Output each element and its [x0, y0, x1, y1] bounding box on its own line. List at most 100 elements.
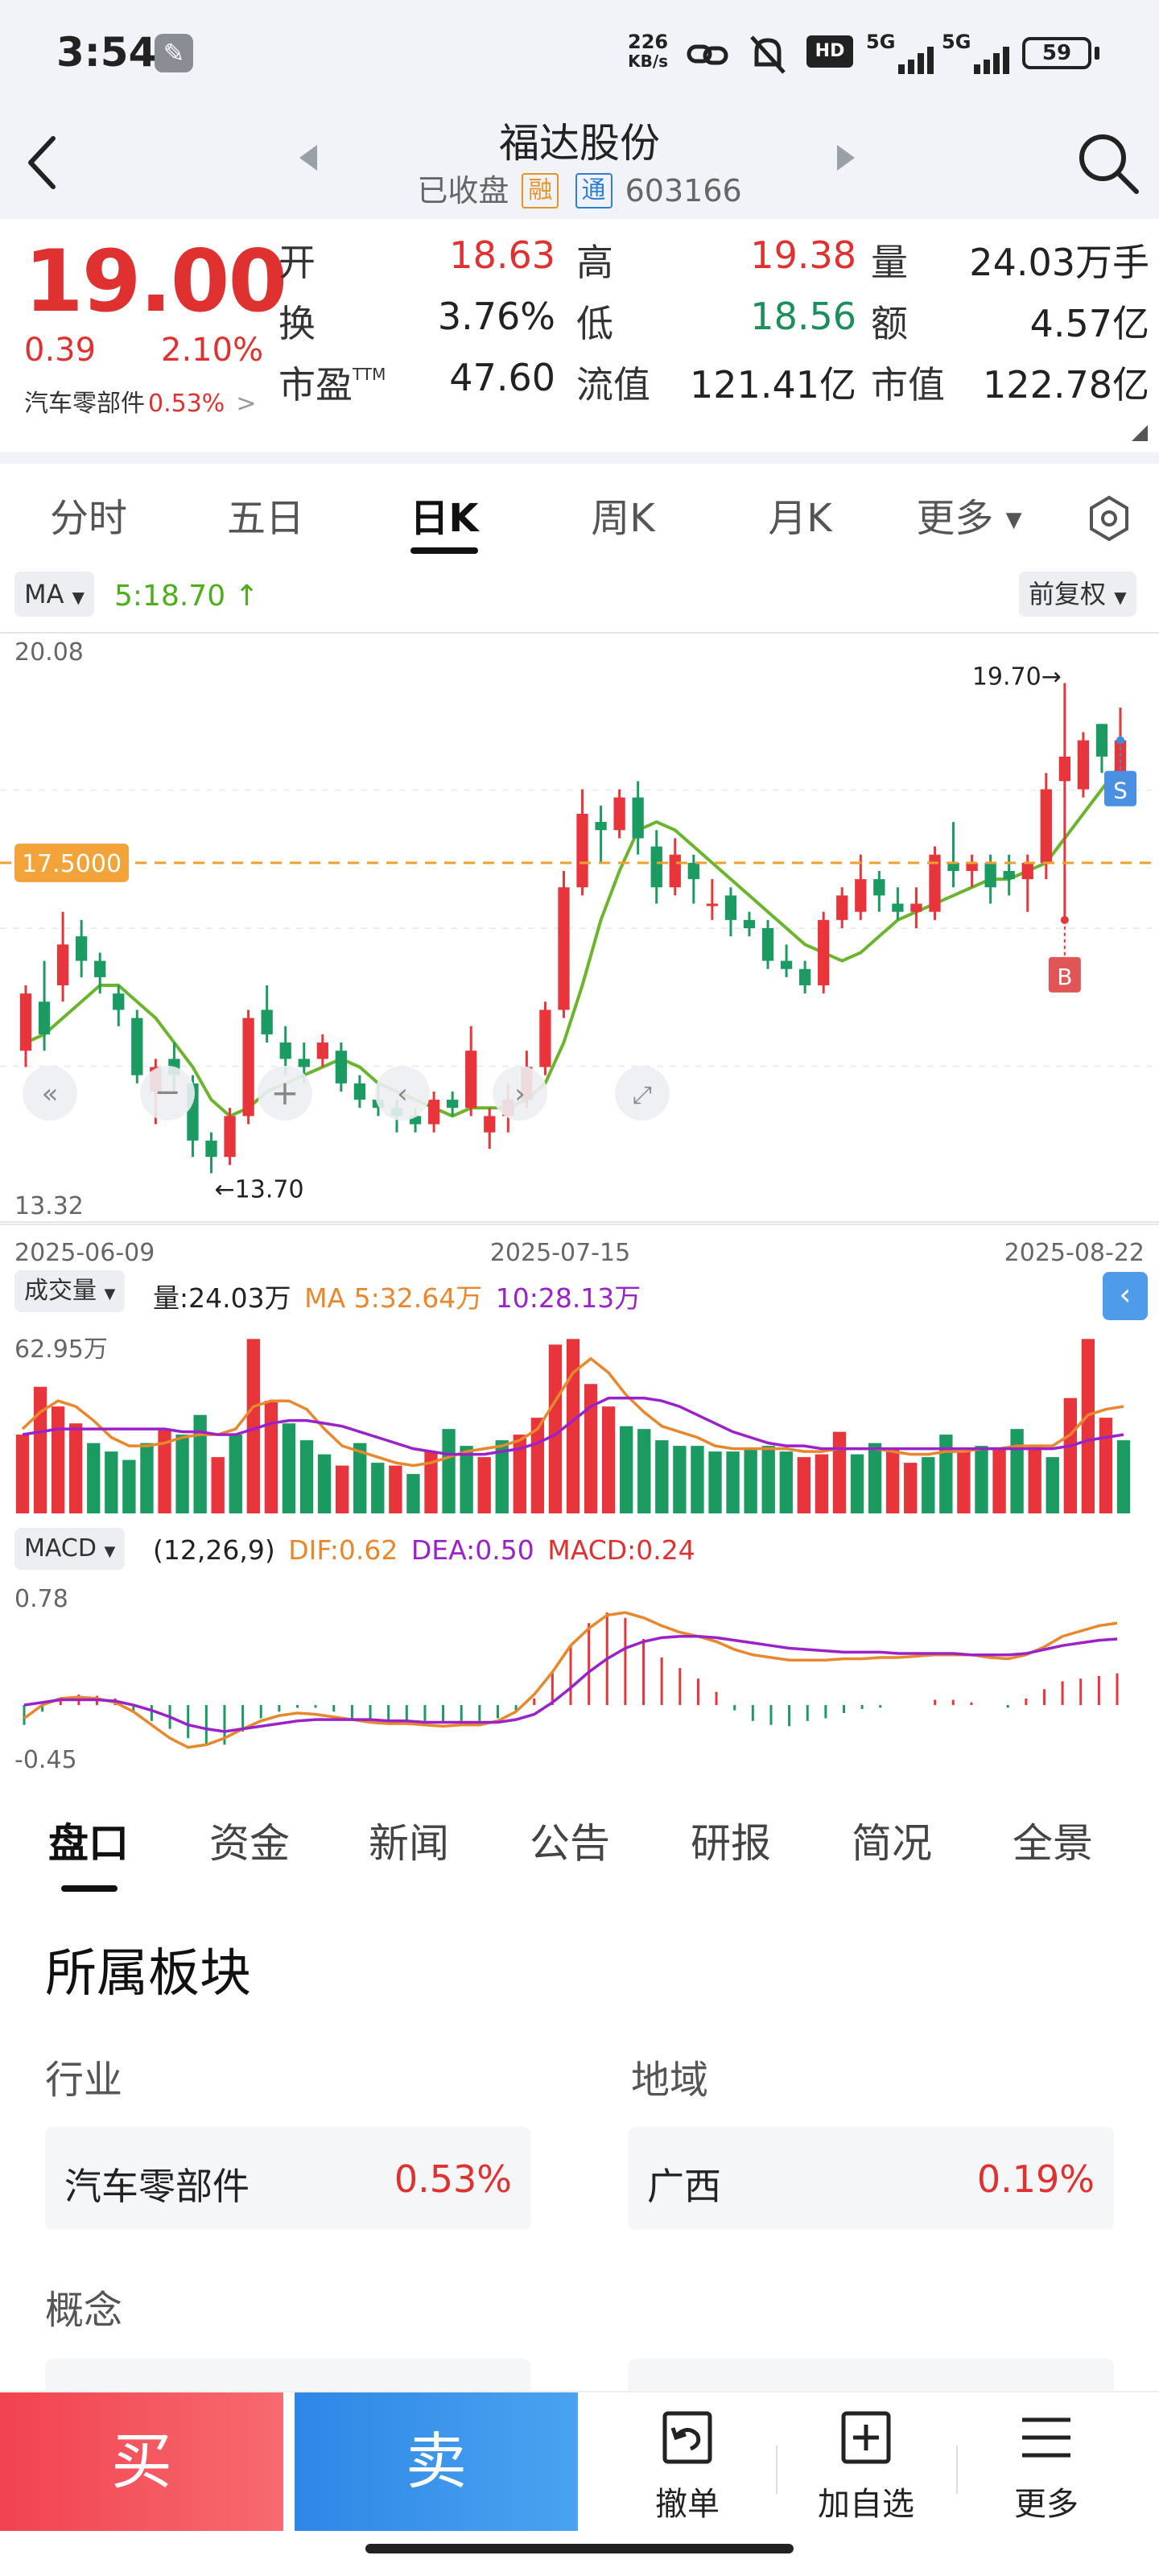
region-card[interactable]: 广西 0.19% [628, 2127, 1114, 2230]
quote-label-text: 换 [278, 302, 316, 345]
buy-button[interactable]: 买 [0, 2392, 283, 2531]
battery-level: 59 [1041, 41, 1072, 65]
volume-bar [548, 1344, 563, 1513]
price-change: 0.39 [24, 332, 97, 369]
buy-marker[interactable] [1048, 956, 1081, 993]
candle-body [427, 1100, 440, 1125]
volume-bar [371, 1463, 385, 1513]
tab-intraday[interactable]: 分时 [49, 496, 127, 541]
candle-body [836, 895, 848, 920]
tab-overview[interactable]: 全景 [1013, 1820, 1093, 1867]
macd-indicator-select[interactable]: MACD ▼ [14, 1528, 126, 1570]
expand-corner-icon[interactable] [1132, 425, 1148, 441]
volume-bar [87, 1443, 101, 1513]
quote-label: 换 [278, 295, 316, 348]
volume-bar [229, 1435, 242, 1513]
add-watchlist-button[interactable]: 加自选 [786, 2409, 947, 2524]
cancel-order-button[interactable]: 撤单 [607, 2409, 768, 2524]
candle-body [409, 1116, 422, 1125]
macd-y-min: -0.45 [14, 1746, 77, 1774]
scroll-start-button[interactable] [23, 1066, 77, 1121]
caret-down-icon: ▼ [72, 588, 85, 607]
more-label: 更多 [1014, 2486, 1079, 2523]
candle-body [613, 797, 625, 831]
candle-body [1003, 870, 1015, 880]
zoom-in-button[interactable] [258, 1066, 312, 1121]
last-price: 19.00 [24, 232, 287, 331]
tab-research[interactable]: 研报 [691, 1820, 771, 1867]
indicator-select[interactable]: MA ▼ [14, 572, 95, 617]
candle-body [576, 813, 588, 888]
search-button[interactable] [1072, 127, 1143, 198]
tab-news[interactable]: 新闻 [369, 1820, 449, 1867]
quote-value: 4.57亿 [1029, 302, 1149, 345]
active-tab-indicator [410, 547, 478, 554]
candle-body [984, 862, 996, 888]
collapse-panel-button[interactable]: ‹ [1103, 1272, 1148, 1320]
scroll-left-button[interactable] [375, 1066, 430, 1121]
sell-marker[interactable] [1104, 770, 1136, 807]
tab-more[interactable]: 更多 ▼ [889, 486, 1050, 543]
tab-daily-k[interactable]: 日K [410, 496, 479, 541]
region-pct: 0.19% [976, 2157, 1095, 2201]
volume-bar [904, 1463, 918, 1513]
industry-card[interactable]: 汽车零部件 0.53% [45, 2127, 531, 2230]
tab-profile[interactable]: 简况 [852, 1820, 932, 1867]
candle-body [335, 1051, 348, 1084]
tab-five-day[interactable]: 五日 [226, 496, 304, 541]
candle-body [1021, 862, 1033, 880]
caret-down-icon: ▼ [104, 1543, 116, 1560]
next-stock-icon[interactable] [837, 145, 855, 171]
caret-down-icon: ▼ [104, 1286, 116, 1302]
quote-value: 121.41亿 [690, 363, 856, 407]
tab-weekly-k[interactable]: 周K [591, 496, 655, 541]
macd-chart[interactable]: 0.78 -0.45 [0, 1578, 1159, 1779]
volume-bar [513, 1435, 526, 1513]
tab-order-book[interactable]: 盘口 [48, 1820, 129, 1867]
quote-value: 122.78亿 [983, 363, 1149, 407]
candle-body [38, 1001, 51, 1034]
candle-body [743, 919, 756, 928]
reference-price-label: 17.5000 [22, 850, 122, 878]
volume-bar [1116, 1440, 1131, 1513]
adjust-select[interactable]: 前复权 ▼ [1019, 572, 1136, 617]
date-mid: 2025-07-15 [490, 1239, 630, 1267]
volume-bar [691, 1446, 704, 1513]
tab-capital[interactable]: 资金 [209, 1820, 290, 1867]
sector-link-name: 汽车零部件 [24, 390, 145, 418]
tab-monthly-k[interactable]: 月K [768, 496, 832, 541]
scroll-right-button[interactable] [493, 1066, 547, 1121]
expand-icon: ⤢ [633, 1081, 652, 1109]
volume-ma10-line [22, 1396, 1124, 1456]
sector-link[interactable]: 汽车零部件 0.53% > [24, 383, 256, 419]
battery-tip [1095, 47, 1099, 60]
volume-bar [477, 1457, 491, 1513]
settings-hex-icon[interactable] [1085, 494, 1133, 543]
kline-chart[interactable]: 17.5000 20.08 13.32 19.70→ ←13.70 B S « −… [0, 625, 1159, 1269]
tab-announcements[interactable]: 公告 [530, 1820, 610, 1867]
back-button[interactable] [16, 130, 72, 195]
prev-stock-icon[interactable] [299, 145, 317, 171]
plus-icon: + [270, 1073, 299, 1113]
volume-y-max: 62.95万 [14, 1335, 108, 1364]
status-time: 3:54 [56, 29, 157, 76]
quote-label: 市值 [871, 356, 945, 409]
fullscreen-button[interactable] [615, 1066, 670, 1121]
volume-bar [460, 1446, 473, 1513]
indicator-select-label: MA [24, 579, 64, 609]
candle-body [447, 1100, 459, 1108]
zoom-out-button[interactable] [140, 1066, 195, 1121]
candle-body [650, 846, 662, 888]
quote-label: 低 [576, 295, 613, 348]
volume-bar [832, 1431, 847, 1513]
volume-bar [726, 1451, 740, 1513]
sell-button[interactable]: 卖 [295, 2392, 578, 2531]
volume-ma10: 10:28.13万 [495, 1282, 641, 1314]
high-annotation: 19.70→ [972, 663, 1062, 691]
volume-bar [566, 1339, 580, 1513]
volume-chart[interactable]: 62.95万 [0, 1320, 1159, 1521]
concept-label: 概念 [45, 2288, 123, 2333]
candle-body [761, 928, 774, 961]
volume-indicator-select[interactable]: 成交量 ▼ [14, 1270, 126, 1312]
more-button[interactable]: 更多 [966, 2409, 1127, 2524]
